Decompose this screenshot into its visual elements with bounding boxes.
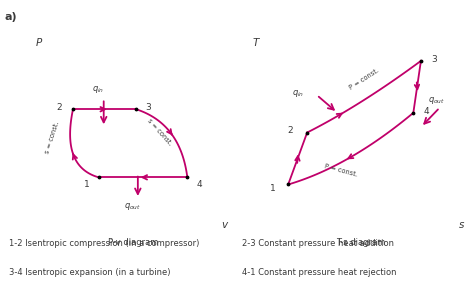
Text: P = const.: P = const.: [348, 67, 380, 90]
Text: 3: 3: [431, 55, 437, 64]
Text: 1-2 Isentropic compression (in a compressor): 1-2 Isentropic compression (in a compres…: [9, 239, 200, 248]
Text: $q_{in}$: $q_{in}$: [92, 84, 105, 95]
Text: P: P: [36, 38, 42, 48]
Text: s: s: [459, 220, 464, 229]
Text: 2-3 Constant pressure heat addition: 2-3 Constant pressure heat addition: [242, 239, 394, 248]
Text: $q_{in}$: $q_{in}$: [292, 88, 304, 99]
Text: $q_{out}$: $q_{out}$: [124, 201, 141, 212]
Text: v: v: [221, 220, 228, 229]
Text: a): a): [5, 12, 18, 22]
Text: T: T: [252, 38, 258, 48]
Text: 1: 1: [270, 184, 276, 192]
Text: 1: 1: [84, 180, 90, 189]
Text: $q_{out}$: $q_{out}$: [428, 95, 445, 106]
Text: 3: 3: [145, 103, 151, 112]
Text: P-v diagram: P-v diagram: [108, 238, 158, 247]
Text: T-s diagram: T-s diagram: [336, 238, 385, 247]
Text: 2: 2: [56, 103, 62, 112]
Text: s = const.: s = const.: [45, 121, 61, 155]
Text: 4: 4: [424, 107, 429, 116]
Text: s = const.: s = const.: [146, 118, 173, 147]
Text: P = const.: P = const.: [324, 163, 358, 177]
Text: 2: 2: [287, 126, 293, 135]
Text: 4-1 Constant pressure heat rejection: 4-1 Constant pressure heat rejection: [242, 268, 396, 277]
Text: 3-4 Isentropic expansion (in a turbine): 3-4 Isentropic expansion (in a turbine): [9, 268, 171, 277]
Text: 4: 4: [196, 180, 202, 189]
